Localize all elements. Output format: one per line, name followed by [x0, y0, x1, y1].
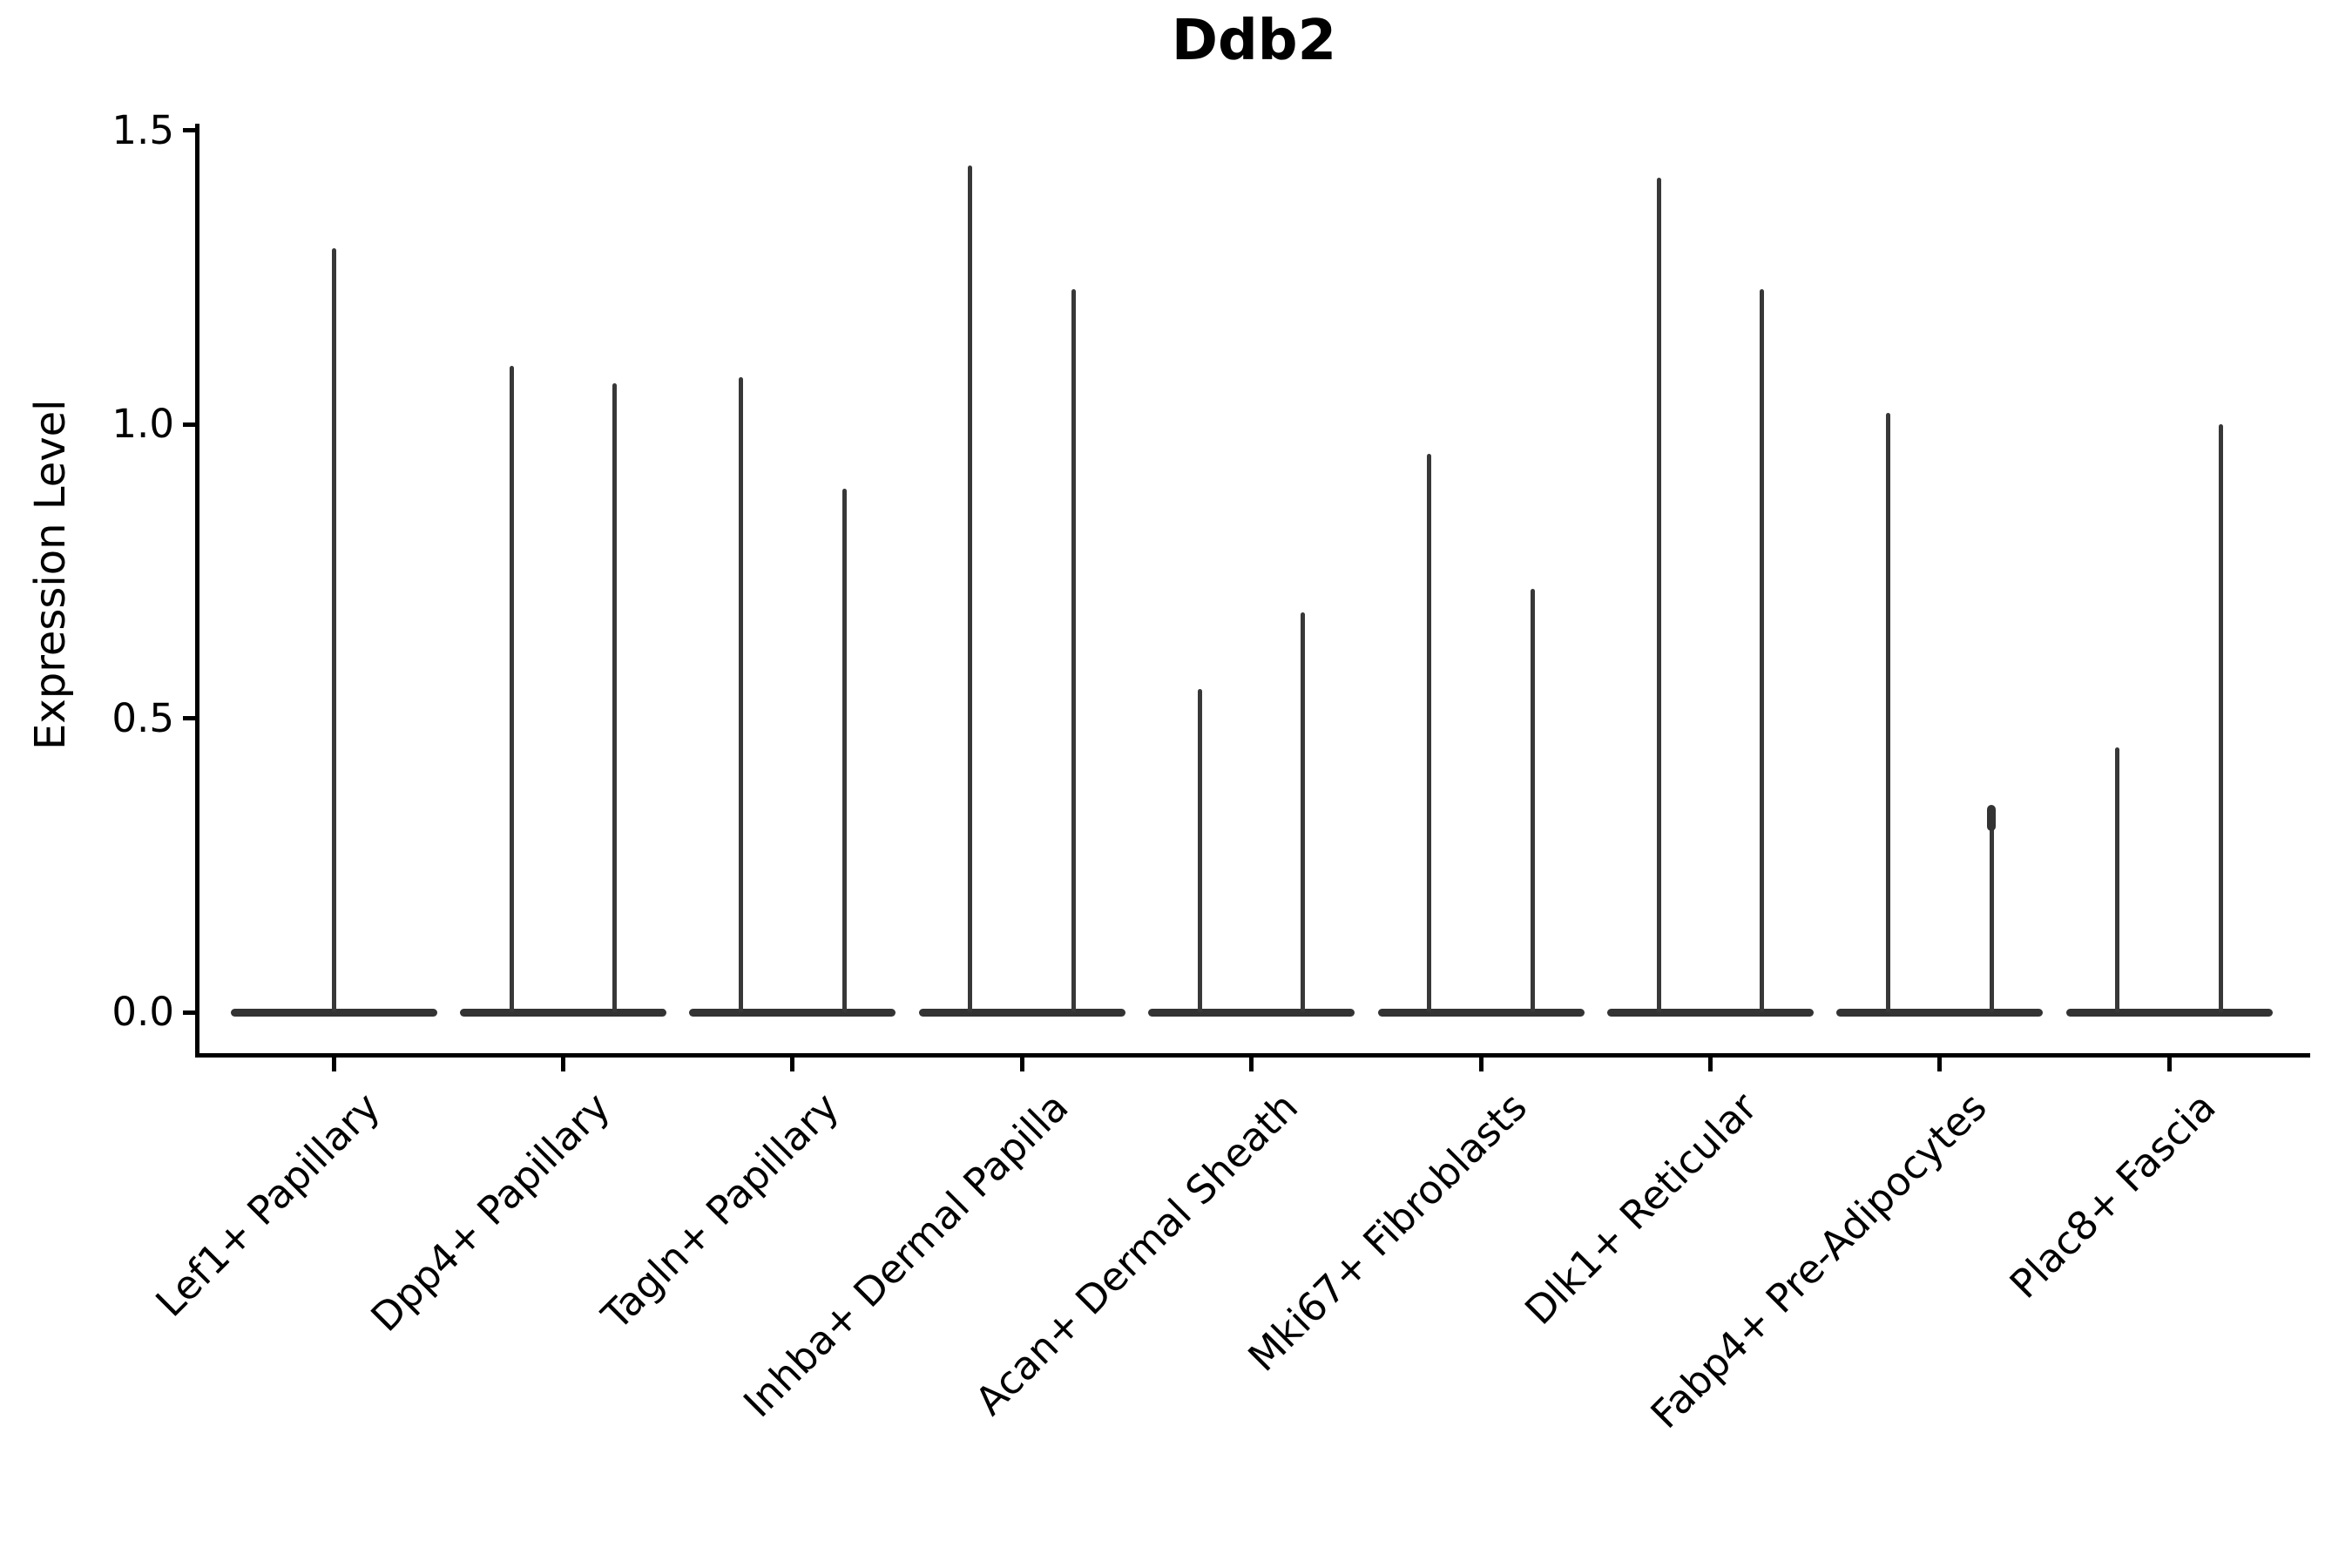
violin-spike [1427, 453, 1432, 1012]
y-tick [183, 422, 196, 427]
violin-spike [841, 489, 847, 1012]
x-tick-label: Dlk1+ Reticular [1515, 1084, 1766, 1334]
violin-spike [1760, 288, 1765, 1012]
x-tick [2166, 1058, 2172, 1071]
x-tick [560, 1058, 565, 1071]
y-tick [183, 128, 196, 132]
x-tick [1707, 1058, 1713, 1071]
x-tick [1019, 1058, 1024, 1071]
y-tick-label: 0.0 [112, 989, 174, 1035]
violin-spike [968, 166, 973, 1012]
violin-base [2065, 1008, 2273, 1017]
y-axis-label: Expression Level [26, 399, 75, 751]
violin-spike [1656, 177, 1661, 1012]
violin-base [1606, 1008, 1814, 1017]
y-tick [183, 1010, 196, 1015]
violin-spike [1197, 688, 1202, 1012]
violin-base [1836, 1008, 2044, 1017]
x-tick [331, 1058, 336, 1071]
violin-spike [1886, 412, 1891, 1012]
violin-spike [509, 365, 514, 1012]
violin-base [1377, 1008, 1585, 1017]
violin-base [459, 1008, 666, 1017]
violin-base [918, 1008, 1125, 1017]
x-tick-label: Lef1+ Papillary [146, 1084, 389, 1326]
y-tick [183, 716, 196, 720]
violin-spike [1530, 589, 1535, 1012]
violin-spike [1071, 288, 1076, 1012]
y-tick-label: 1.5 [112, 106, 174, 153]
violin-spike [2218, 424, 2223, 1012]
violin-spike [739, 377, 744, 1012]
y-tick-label: 1.0 [112, 401, 174, 447]
violin-base [230, 1008, 437, 1017]
violin-spike-bulge [1987, 804, 1997, 831]
violin-base [1148, 1008, 1355, 1017]
x-tick-label: Plac8+ Fascia [2000, 1084, 2225, 1308]
x-tick-label: Dpp4+ Papillary [362, 1084, 618, 1341]
x-tick [1937, 1058, 1943, 1071]
x-tick [1478, 1058, 1484, 1071]
violin-base [689, 1008, 896, 1017]
x-axis-spine [195, 1053, 2310, 1058]
x-tick-label: Tagln+ Papillary [592, 1084, 848, 1339]
y-axis-spine [195, 124, 199, 1056]
violin-spike [331, 247, 336, 1012]
violin-spike [612, 382, 618, 1012]
x-tick [790, 1058, 795, 1071]
violin-spike [2115, 747, 2120, 1012]
x-tick [1249, 1058, 1254, 1071]
violin-spike [1989, 806, 1994, 1012]
chart-title: Ddb2 [1171, 9, 1337, 73]
violin-spike [1301, 612, 1306, 1012]
y-tick-label: 0.5 [112, 694, 174, 741]
